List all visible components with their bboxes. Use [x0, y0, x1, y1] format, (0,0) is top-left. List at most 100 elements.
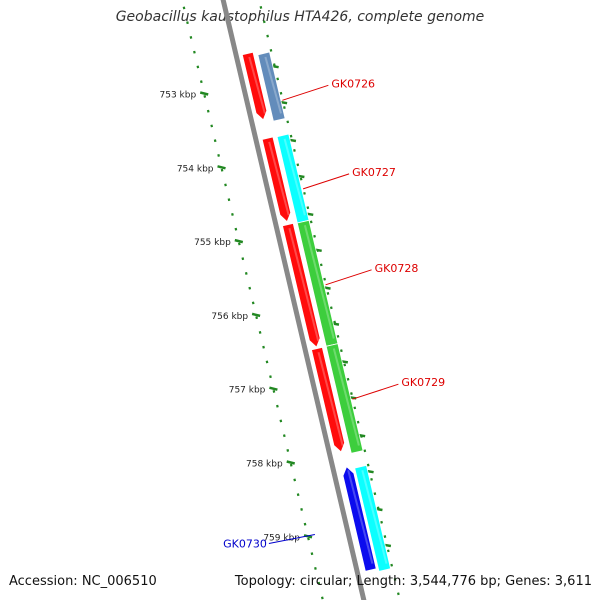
kbp-tick-label: 758 kbp: [246, 460, 283, 470]
kbp-tick-label: 754 kbp: [177, 164, 214, 174]
inner-ring-dot: [272, 389, 276, 393]
outer-ring-dot: [326, 292, 330, 295]
gene-feature-highlight: [288, 227, 320, 342]
gene-feature-highlight: [248, 56, 266, 114]
inner-ring-dot: [276, 404, 279, 408]
outer-ring-dot: [353, 406, 357, 410]
outer-ring-dot: [343, 363, 347, 367]
gene-feature-arrow: [261, 136, 292, 223]
inner-ring-dot: [186, 21, 189, 25]
inner-ring-dot: [203, 94, 207, 98]
outer-ring-dot: [340, 349, 343, 353]
outer-ring-dot: [383, 535, 387, 538]
inner-ring-dot: [286, 448, 290, 452]
gene-feature-highlight: [303, 225, 335, 339]
inner-ring-dot: [241, 257, 245, 261]
kbp-tick: [199, 91, 209, 96]
inner-ring-dot: [255, 316, 258, 320]
gene-feature-highlight: [361, 470, 388, 564]
gene-feature-highlight: [264, 56, 282, 114]
outer-ring-dot: [293, 149, 296, 152]
gene-feature-arrow: [354, 464, 392, 572]
kbp-axis: 753 kbp 754 kbp 755 kbp 756 kbp 757 kbp 758 k…: [160, 91, 313, 543]
gene-feature-arrow: [311, 346, 346, 453]
genome-summary: Topology: circular; Length: 3,544,776 bp…: [234, 574, 592, 589]
outer-ring-dot: [346, 377, 350, 381]
gene-feature-highlight: [332, 348, 360, 446]
kbp-tick: [217, 165, 226, 170]
inner-ring-dot: [196, 65, 200, 69]
inner-ring-dot: [220, 168, 224, 172]
outer-ring-dot: [262, 20, 266, 24]
inner-ring-dot: [193, 50, 196, 54]
inner-ring-dot: [199, 80, 203, 84]
outer-ring-dot: [380, 520, 383, 524]
inner-ring-dot: [289, 463, 293, 467]
gene-feature-highlight: [347, 470, 374, 564]
outer-ring-dot: [336, 334, 340, 338]
outer-ring-dot: [350, 392, 353, 395]
gene-label-leader: [302, 173, 350, 190]
inner-ring-dot: [296, 493, 300, 497]
inner-ring-dot: [234, 227, 238, 231]
gene-label-leader: [268, 533, 315, 544]
kbp-tick-label: 757 kbp: [229, 386, 266, 396]
outer-ring-dot: [259, 6, 263, 9]
outer-ring-dot: [309, 220, 313, 224]
gene-feature-arrow: [257, 51, 286, 122]
kbp-tick: [286, 460, 296, 465]
kbp-tick-label: 755 kbp: [194, 238, 231, 248]
kbp-tick: [251, 312, 261, 318]
inner-ring-dot: [300, 507, 303, 511]
kbp-tick: [234, 238, 244, 244]
gene-feature-highlight: [283, 138, 306, 216]
outer-ring-dot: [266, 34, 269, 38]
inner-ring-dot: [279, 419, 283, 423]
inner-ring-dot: [282, 434, 286, 438]
inner-ring-dot: [262, 345, 265, 349]
kbp-tick: [269, 386, 278, 391]
inner-dotted-ring: [182, 6, 324, 600]
outer-ring-dot: [393, 578, 397, 581]
outer-ring-dot: [296, 163, 300, 167]
inner-ring-dot: [210, 124, 214, 128]
outer-ring-dot: [356, 420, 360, 424]
outer-ring-dot: [269, 48, 273, 52]
outer-dotted-ring: [259, 6, 400, 596]
inner-ring-dot: [251, 301, 255, 305]
outer-ring-dot: [363, 449, 367, 453]
gene-feature-highlight: [317, 351, 344, 446]
outer-ring-dot: [366, 463, 370, 467]
gene-feature-arrow: [241, 51, 268, 121]
inner-ring-dot: [310, 552, 314, 556]
gene-feature-arrow: [325, 343, 364, 454]
kbp-tick-label: 759 kbp: [263, 533, 300, 543]
gene-label: GK0729: [401, 376, 445, 389]
gene-feature-arrow: [282, 222, 321, 348]
gene-label: GK0727: [352, 166, 396, 179]
outer-ring-dot: [323, 277, 326, 281]
gene-label: GK0726: [331, 77, 375, 90]
outer-ring-dot: [313, 234, 316, 238]
gene-label: GK0730: [223, 537, 267, 550]
outer-ring-dot: [329, 306, 333, 310]
map-title: Geobacillus kaustophilus HTA426, complet…: [115, 9, 485, 25]
gene-feature-highlight: [268, 141, 290, 216]
gene-label: GK0728: [375, 262, 419, 275]
outer-ring-dot: [306, 206, 310, 210]
kbp-tick-label: 756 kbp: [211, 312, 248, 322]
inner-ring-dot: [206, 109, 210, 113]
inner-ring-dot: [231, 212, 234, 216]
inner-ring-dot: [248, 286, 252, 290]
outer-ring-dot: [276, 77, 280, 81]
gene-labels: GK0726 GK0727 GK0728 GK0729 GK0730: [223, 77, 445, 550]
outer-ring-dot: [373, 492, 377, 496]
inner-ring-dot: [182, 6, 186, 10]
outer-ring-dot: [386, 549, 390, 553]
inner-ring-dot: [258, 330, 262, 334]
accession-label: Accession: NC_006510: [9, 574, 157, 589]
inner-ring-dot: [217, 153, 220, 157]
gene-label-leader: [325, 269, 372, 286]
